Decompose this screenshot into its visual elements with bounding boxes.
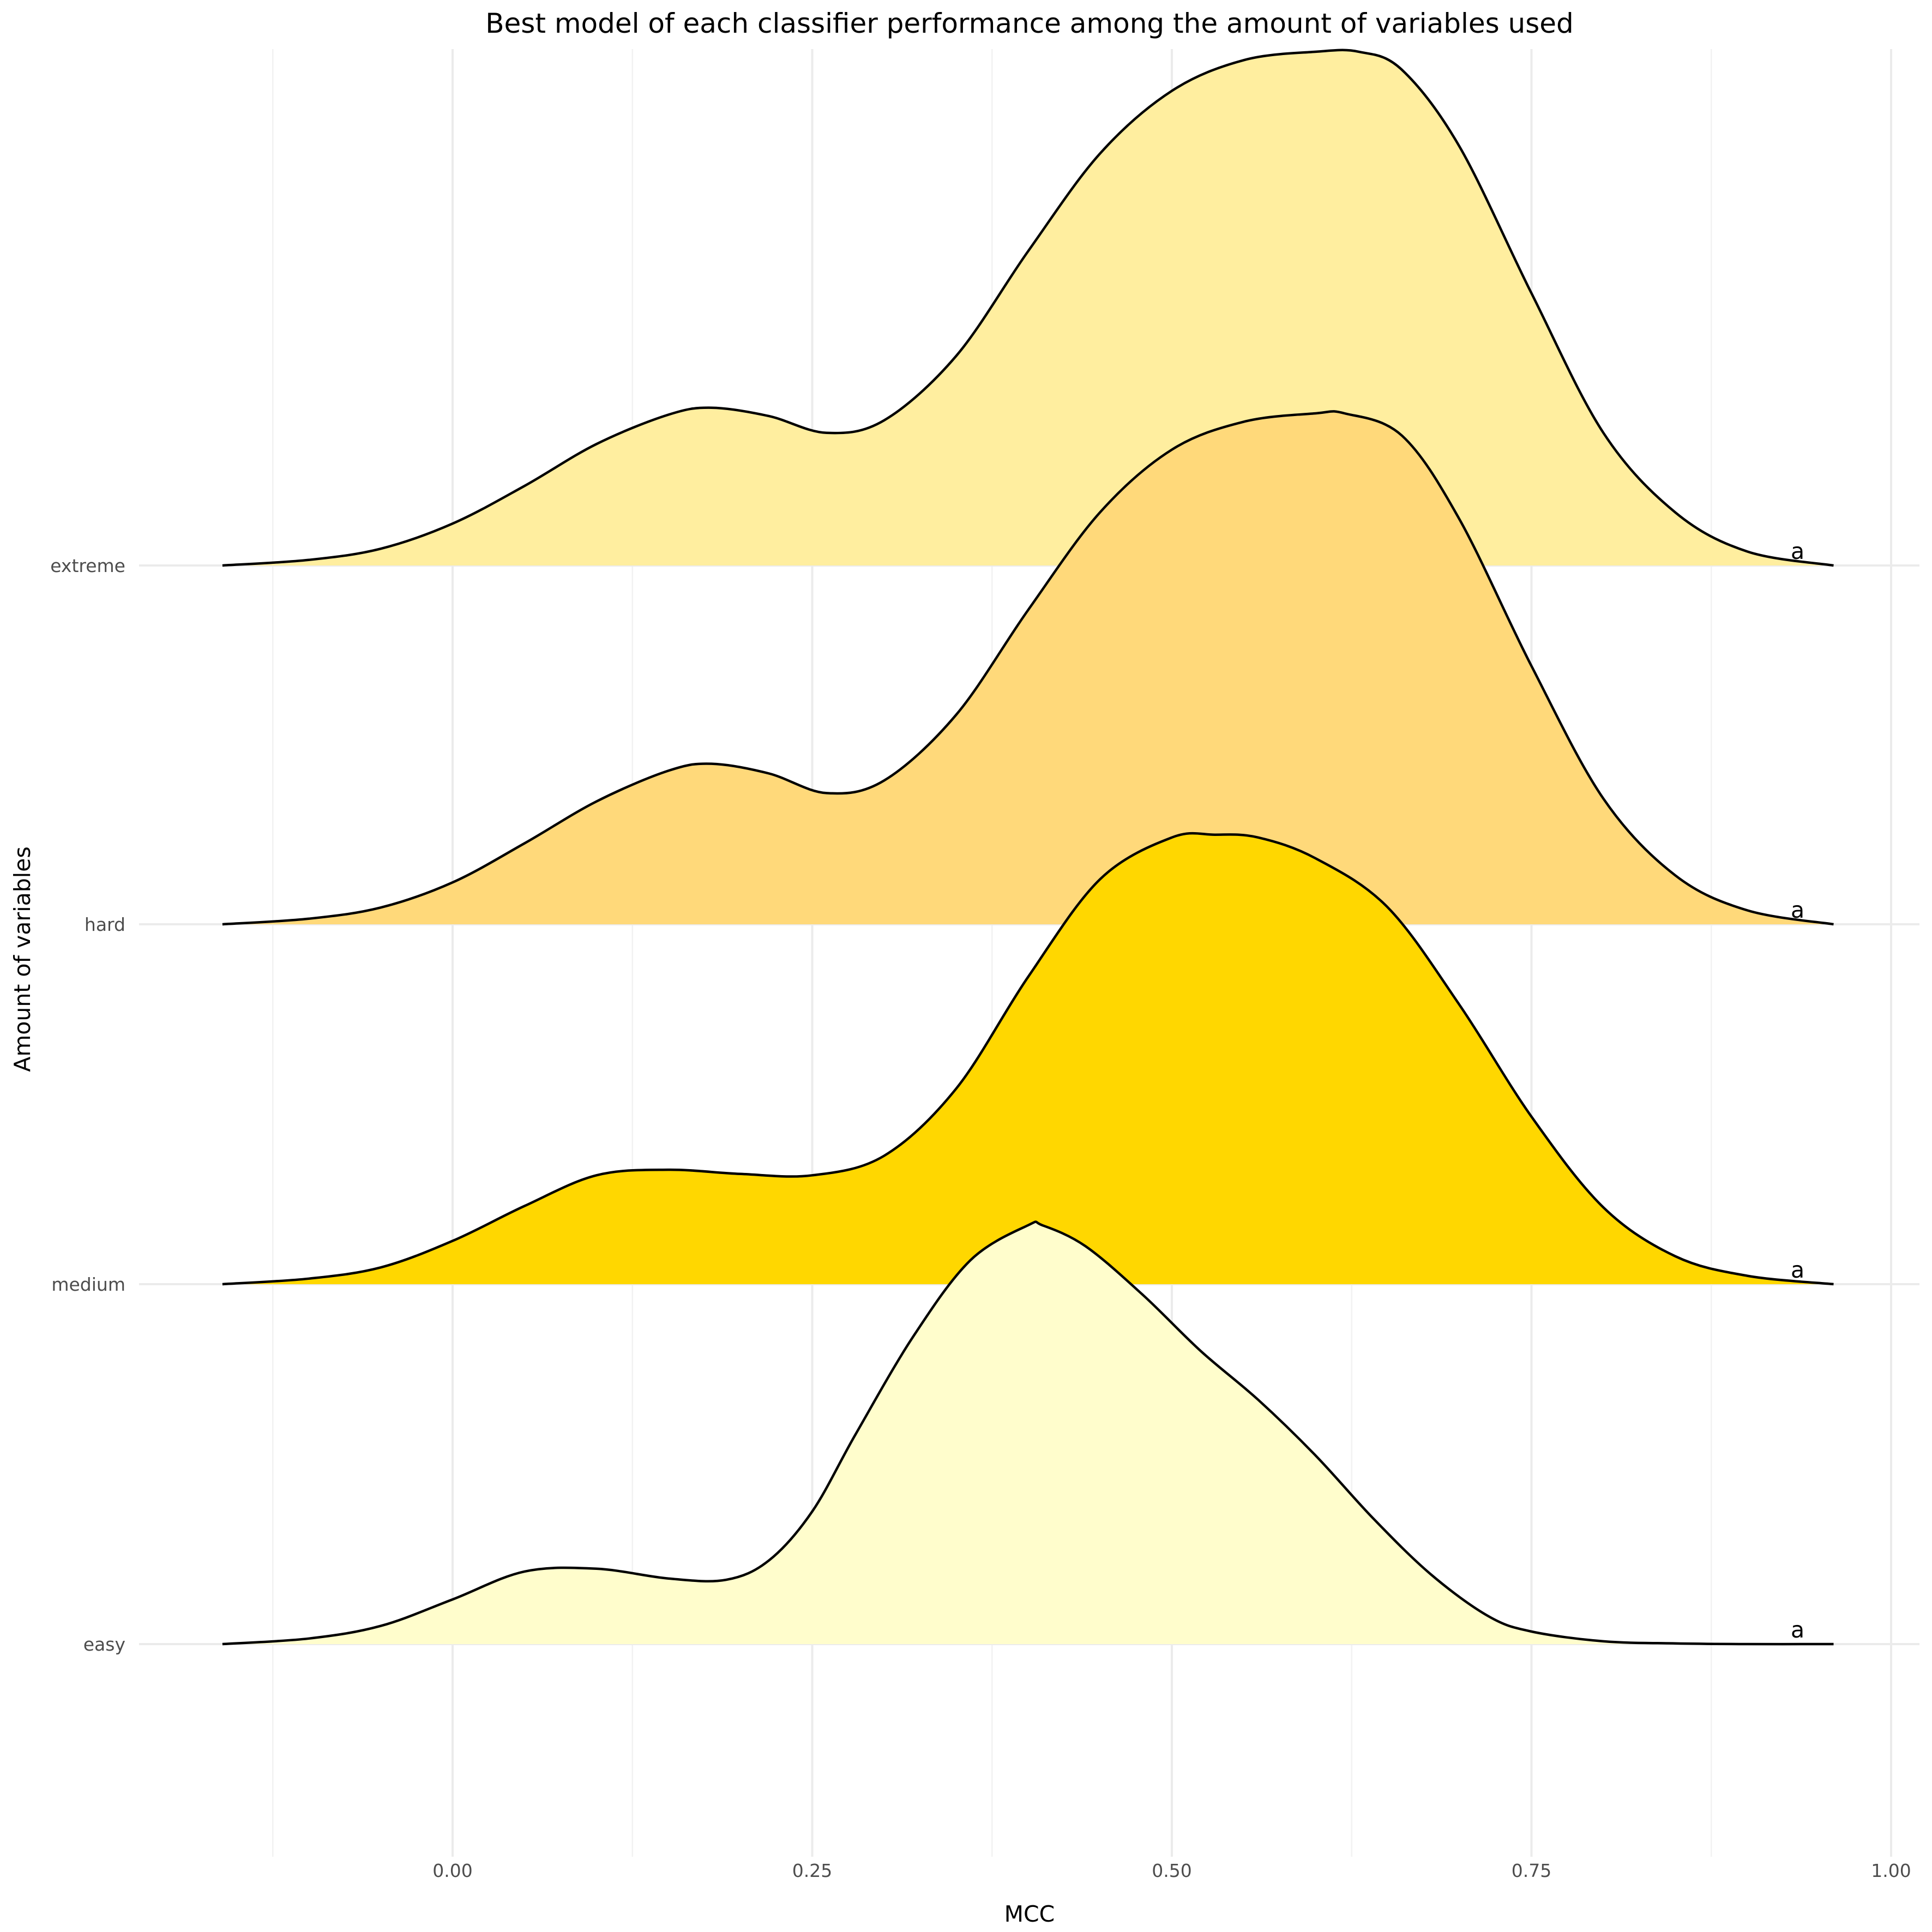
ridge-annotation-medium: a: [1791, 1257, 1804, 1283]
ridge-extreme: a: [222, 49, 1834, 567]
y-tick-label: extreme: [50, 555, 125, 576]
chart-title: Best model of each classifier performanc…: [485, 8, 1574, 39]
ridge-layer: a a a a: [222, 49, 1834, 1646]
y-axis: easy medium hard extreme: [50, 555, 125, 1655]
x-tick-label: 0.50: [1152, 1860, 1191, 1881]
x-axis-title: MCC: [1004, 1901, 1055, 1927]
ridge-area-hard: [222, 411, 1834, 924]
ridge-medium: a: [222, 832, 1834, 1286]
x-tick-label: 0.25: [792, 1860, 832, 1881]
ridge-line-easy: [222, 1220, 1834, 1646]
ridge-line-hard: [222, 410, 1834, 926]
y-tick-label: hard: [85, 914, 125, 935]
ridge-annotation-easy: a: [1791, 1617, 1804, 1643]
ridge-annotation-hard: a: [1791, 897, 1804, 923]
x-axis: 0.00 0.25 0.50 0.75 1.00: [432, 1860, 1911, 1881]
x-tick-label: 0.75: [1512, 1860, 1551, 1881]
x-tick-label: 0.00: [432, 1860, 472, 1881]
ridge-area-extreme: [222, 50, 1834, 566]
ridge-line-extreme: [222, 49, 1834, 567]
ridge-annotation-extreme: a: [1791, 538, 1804, 564]
ridge-line-medium: [222, 832, 1834, 1286]
ridge-hard: a: [222, 410, 1834, 926]
y-axis-title: Amount of variables: [9, 846, 35, 1072]
y-tick-label: medium: [51, 1274, 125, 1295]
x-tick-label: 1.00: [1871, 1860, 1911, 1881]
y-tick-label: easy: [83, 1634, 125, 1655]
ridge-easy: a: [222, 1220, 1834, 1646]
ridge-area-easy: [222, 1221, 1834, 1645]
